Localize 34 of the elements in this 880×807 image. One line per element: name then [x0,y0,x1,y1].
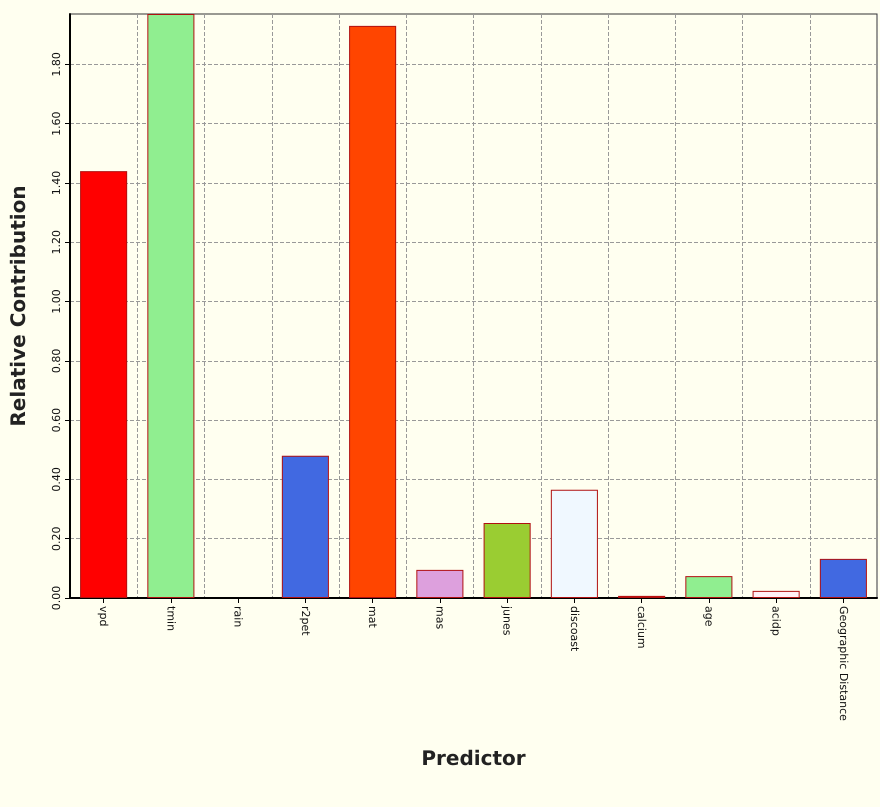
x-tick-label: rain [232,606,245,628]
x-tick-label: acidp [770,606,783,636]
y-tick-label: 0.40 [50,467,63,492]
y-tick-label: 1.60 [50,111,63,136]
y-tick-label: 0.80 [50,348,63,374]
x-tick-label: calcium [635,606,648,649]
bar [349,26,396,598]
y-tick-label: 0.60 [50,408,63,432]
y-tick-label: 0.20 [50,526,63,551]
y-axis-title: Relative Contribution [6,185,30,427]
bar [416,570,464,598]
x-tick-label: discoast [568,606,581,652]
bar [484,523,531,598]
x-tick-label: mat [366,606,380,628]
x-tick-label: mas [433,606,446,630]
x-tick-label: Geographic Distance [836,606,850,722]
y-tick-label: 1.20 [50,230,63,255]
bar [80,171,128,598]
y-tick-label: 1.40 [50,170,63,196]
x-tick-label: age [702,606,716,627]
y-tick-label: 1.80 [50,52,63,77]
bar [550,490,598,598]
x-tick-label: tmin [164,606,178,632]
x-tick-label: r2pet [298,606,312,636]
x-tick-label: vpd [97,606,110,626]
x-axis-title: Predictor [421,746,526,770]
bar [685,576,732,598]
bar [752,590,800,598]
bar [820,558,867,598]
bar [282,456,329,598]
x-tick-label: junes [500,605,514,636]
bar [147,14,194,598]
y-tick-label: 1.00 [50,289,63,314]
y-tick-label: 0.00 [50,586,63,610]
